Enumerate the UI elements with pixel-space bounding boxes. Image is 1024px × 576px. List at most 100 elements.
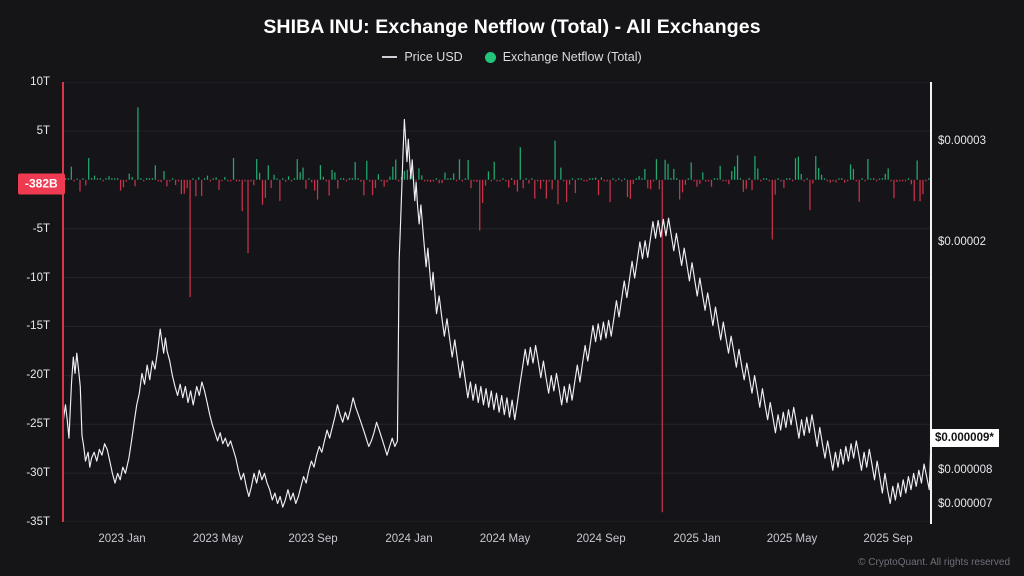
netflow-bar bbox=[212, 178, 214, 180]
left-y-axis-tick: -15T bbox=[26, 320, 50, 333]
netflow-bar bbox=[432, 179, 435, 182]
netflow-bar bbox=[789, 178, 791, 180]
circle-dot-marker-icon bbox=[484, 51, 496, 63]
netflow-bar bbox=[163, 171, 165, 180]
netflow-bar bbox=[731, 171, 733, 180]
netflow-bar bbox=[409, 174, 411, 180]
netflow-bar bbox=[334, 172, 336, 180]
netflow-bar bbox=[354, 162, 356, 180]
netflow-bar bbox=[137, 107, 139, 180]
netflow-bar bbox=[360, 179, 362, 182]
x-axis-tick: 2023 May bbox=[192, 533, 244, 545]
netflow-bar bbox=[925, 179, 927, 182]
netflow-bar bbox=[322, 176, 324, 180]
netflow-bar bbox=[273, 174, 275, 180]
netflow-bar bbox=[314, 179, 316, 191]
netflow-bar bbox=[331, 169, 333, 180]
netflow-bar bbox=[319, 165, 322, 180]
netflow-bar bbox=[566, 179, 568, 202]
legend-item-price[interactable]: Price USD bbox=[382, 50, 463, 64]
netflow-bar bbox=[392, 166, 394, 180]
right-y-axis-tick: $0.00002 bbox=[938, 235, 986, 248]
netflow-bar bbox=[832, 179, 834, 182]
netflow-bar bbox=[206, 175, 209, 180]
left-axis-line bbox=[62, 82, 64, 522]
left-y-axis-tick: -30T bbox=[26, 467, 50, 480]
netflow-bar bbox=[826, 179, 828, 182]
plot-area[interactable] bbox=[62, 82, 931, 522]
netflow-bar bbox=[342, 178, 345, 180]
netflow-bar bbox=[264, 179, 267, 198]
left-y-axis-tick: -35T bbox=[26, 516, 50, 528]
left-y-axis-tick: -10T bbox=[26, 271, 50, 284]
netflow-bar bbox=[745, 179, 747, 189]
netflow-bar bbox=[166, 179, 168, 187]
netflow-bar bbox=[583, 179, 585, 182]
netflow-bar bbox=[267, 165, 269, 180]
netflow-bar bbox=[760, 179, 762, 182]
netflow-bar bbox=[285, 179, 287, 182]
netflow-bar bbox=[244, 179, 246, 182]
netflow-bar bbox=[400, 176, 403, 180]
legend-item-netflow[interactable]: Exchange Netflow (Total) bbox=[484, 50, 642, 64]
netflow-bar bbox=[838, 178, 840, 180]
netflow-bar bbox=[913, 179, 915, 202]
right-y-axis-tick: $0.000008 bbox=[938, 464, 993, 477]
netflow-bar bbox=[85, 179, 87, 186]
netflow-bar bbox=[395, 159, 397, 180]
netflow-bar bbox=[328, 179, 330, 196]
netflow-bar bbox=[655, 159, 658, 180]
netflow-bar bbox=[551, 179, 553, 190]
netflow-bar bbox=[493, 161, 495, 180]
netflow-bar bbox=[768, 179, 771, 182]
netflow-bar bbox=[389, 176, 391, 180]
left-y-axis: 10T 5T -5T -10T -15T -20T -25T -30T -35T bbox=[0, 0, 56, 576]
netflow-bar bbox=[180, 179, 183, 195]
netflow-bar bbox=[835, 179, 837, 183]
x-axis-tick: 2025 Jan bbox=[673, 533, 721, 545]
netflow-bar bbox=[146, 178, 148, 180]
netflow-bar bbox=[209, 179, 211, 182]
netflow-bar bbox=[496, 179, 498, 182]
netflow-bar bbox=[696, 179, 698, 187]
netflow-bar bbox=[844, 179, 846, 183]
x-axis-tick: 2025 May bbox=[766, 533, 818, 545]
netflow-bar bbox=[904, 179, 907, 182]
netflow-bar bbox=[823, 178, 826, 180]
netflow-bar bbox=[189, 179, 191, 298]
netflow-bar bbox=[479, 179, 481, 231]
legend-label-netflow: Exchange Netflow (Total) bbox=[502, 50, 642, 64]
netflow-bar bbox=[122, 179, 125, 188]
netflow-bar bbox=[806, 178, 808, 180]
netflow-bar bbox=[186, 179, 188, 189]
netflow-bar bbox=[108, 176, 110, 180]
netflow-bar bbox=[337, 179, 339, 189]
netflow-bar bbox=[667, 163, 669, 180]
netflow-bar bbox=[505, 179, 507, 182]
netflow-bar bbox=[528, 179, 530, 184]
netflow-bar bbox=[386, 179, 388, 183]
netflow-bar bbox=[227, 179, 229, 182]
right-y-axis-tick: $0.00003 bbox=[938, 134, 986, 147]
price-line-series bbox=[62, 118, 931, 508]
netflow-bar bbox=[722, 179, 724, 182]
netflow-bar bbox=[560, 167, 562, 180]
netflow-bar bbox=[192, 178, 194, 180]
netflow-bar bbox=[371, 179, 374, 196]
netflow-bar bbox=[351, 178, 353, 180]
netflow-bar bbox=[256, 159, 258, 180]
netflow-bar bbox=[340, 178, 342, 180]
netflow-bar bbox=[678, 179, 681, 200]
netflow-bar bbox=[467, 160, 469, 180]
netflow-bar bbox=[195, 179, 197, 197]
netflow-bar bbox=[345, 179, 348, 182]
gridlines bbox=[62, 82, 931, 522]
netflow-bar bbox=[577, 178, 579, 180]
price-value-badge: $0.000009* bbox=[930, 428, 999, 447]
netflow-bar bbox=[571, 178, 574, 180]
left-y-axis-tick: -5T bbox=[32, 222, 50, 235]
right-y-axis: $0.00003$0.00002$0.000009$0.000008$0.000… bbox=[938, 0, 1024, 576]
netflow-bar bbox=[664, 159, 666, 180]
netflow-bar bbox=[82, 178, 84, 180]
netflow-bar bbox=[93, 175, 96, 180]
